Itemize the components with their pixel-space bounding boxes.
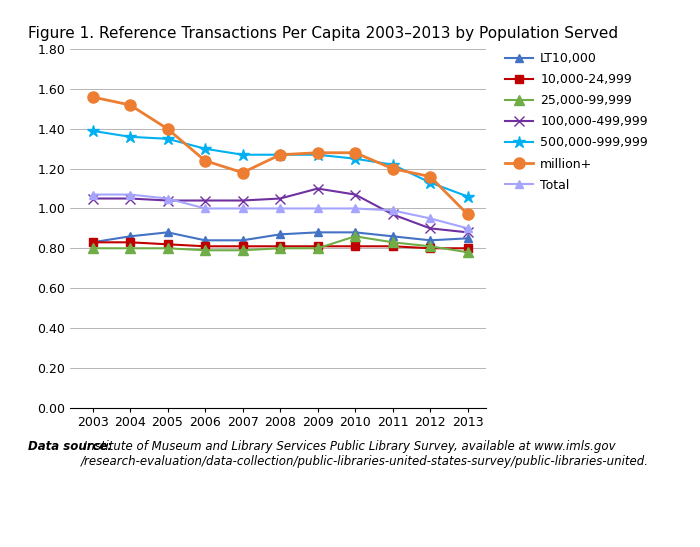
100,000-499,999 bbox=[88, 195, 97, 202]
million+ bbox=[163, 126, 172, 132]
500,000-999,999 bbox=[88, 127, 97, 134]
LT10,000 bbox=[163, 229, 172, 236]
25,000-99,999 bbox=[351, 233, 359, 240]
100,000-499,999 bbox=[351, 191, 359, 198]
500,000-999,999 bbox=[389, 161, 397, 168]
Line: Total: Total bbox=[88, 190, 472, 232]
Line: 500,000-999,999: 500,000-999,999 bbox=[86, 125, 474, 203]
25,000-99,999 bbox=[239, 247, 247, 254]
10,000-24,999 bbox=[389, 243, 397, 249]
million+ bbox=[239, 170, 247, 176]
Line: million+: million+ bbox=[87, 91, 473, 220]
500,000-999,999 bbox=[126, 133, 134, 140]
LT10,000 bbox=[314, 229, 322, 236]
Line: LT10,000: LT10,000 bbox=[88, 228, 472, 247]
Total bbox=[314, 205, 322, 212]
25,000-99,999 bbox=[163, 245, 172, 252]
25,000-99,999 bbox=[426, 243, 435, 249]
100,000-499,999 bbox=[389, 211, 397, 218]
Total bbox=[389, 207, 397, 214]
LT10,000 bbox=[351, 229, 359, 236]
10,000-24,999 bbox=[314, 243, 322, 249]
100,000-499,999 bbox=[201, 197, 209, 204]
Text: Data source: Institute of Museum and Library Services Public Library Survey, ava: Data source: Institute of Museum and Lib… bbox=[28, 440, 639, 468]
Total bbox=[201, 205, 209, 212]
Text: Figure 1. Reference Transactions Per Capita 2003–2013 by Population Served: Figure 1. Reference Transactions Per Cap… bbox=[28, 26, 618, 41]
100,000-499,999 bbox=[239, 197, 247, 204]
10,000-24,999 bbox=[276, 243, 284, 249]
LT10,000 bbox=[201, 237, 209, 243]
LT10,000 bbox=[276, 231, 284, 237]
Total bbox=[163, 195, 172, 202]
million+ bbox=[88, 94, 97, 100]
million+ bbox=[276, 152, 284, 158]
million+ bbox=[201, 158, 209, 164]
500,000-999,999 bbox=[314, 152, 322, 158]
Total bbox=[88, 191, 97, 198]
million+ bbox=[463, 211, 472, 218]
LT10,000 bbox=[389, 233, 397, 240]
LT10,000 bbox=[426, 237, 435, 243]
10,000-24,999 bbox=[163, 241, 172, 248]
10,000-24,999 bbox=[126, 239, 134, 246]
25,000-99,999 bbox=[126, 245, 134, 252]
10,000-24,999 bbox=[426, 245, 435, 252]
LT10,000 bbox=[463, 235, 472, 242]
100,000-499,999 bbox=[463, 229, 472, 236]
100,000-499,999 bbox=[314, 185, 322, 192]
Total bbox=[276, 205, 284, 212]
100,000-499,999 bbox=[163, 197, 172, 204]
Total bbox=[239, 205, 247, 212]
500,000-999,999 bbox=[239, 152, 247, 158]
Legend: LT10,000, 10,000-24,999, 25,000-99,999, 100,000-499,999, 500,000-999,999, millio: LT10,000, 10,000-24,999, 25,000-99,999, … bbox=[505, 52, 648, 191]
Text: Institute of Museum and Library Services Public Library Survey, available at www: Institute of Museum and Library Services… bbox=[80, 440, 648, 468]
25,000-99,999 bbox=[463, 249, 472, 255]
Line: 100,000-499,999: 100,000-499,999 bbox=[88, 184, 473, 237]
Total bbox=[463, 225, 472, 231]
LT10,000 bbox=[88, 239, 97, 246]
500,000-999,999 bbox=[351, 155, 359, 162]
LT10,000 bbox=[239, 237, 247, 243]
500,000-999,999 bbox=[201, 146, 209, 152]
Line: 25,000-99,999: 25,000-99,999 bbox=[88, 231, 473, 257]
100,000-499,999 bbox=[276, 195, 284, 202]
Text: Data source:: Data source: bbox=[28, 440, 112, 453]
25,000-99,999 bbox=[276, 245, 284, 252]
Line: 10,000-24,999: 10,000-24,999 bbox=[88, 238, 472, 253]
100,000-499,999 bbox=[426, 225, 435, 231]
500,000-999,999 bbox=[276, 152, 284, 158]
100,000-499,999 bbox=[126, 195, 134, 202]
500,000-999,999 bbox=[426, 179, 435, 186]
Total bbox=[426, 215, 435, 222]
million+ bbox=[426, 173, 435, 180]
10,000-24,999 bbox=[463, 245, 472, 252]
10,000-24,999 bbox=[201, 243, 209, 249]
Total bbox=[126, 191, 134, 198]
LT10,000 bbox=[126, 233, 134, 240]
25,000-99,999 bbox=[201, 247, 209, 254]
25,000-99,999 bbox=[314, 245, 322, 252]
million+ bbox=[126, 102, 134, 108]
500,000-999,999 bbox=[163, 136, 172, 142]
10,000-24,999 bbox=[351, 243, 359, 249]
million+ bbox=[351, 149, 359, 156]
500,000-999,999 bbox=[463, 193, 472, 200]
10,000-24,999 bbox=[88, 239, 97, 246]
10,000-24,999 bbox=[239, 243, 247, 249]
25,000-99,999 bbox=[88, 245, 97, 252]
million+ bbox=[389, 165, 397, 172]
million+ bbox=[314, 149, 322, 156]
25,000-99,999 bbox=[389, 239, 397, 246]
Total bbox=[351, 205, 359, 212]
